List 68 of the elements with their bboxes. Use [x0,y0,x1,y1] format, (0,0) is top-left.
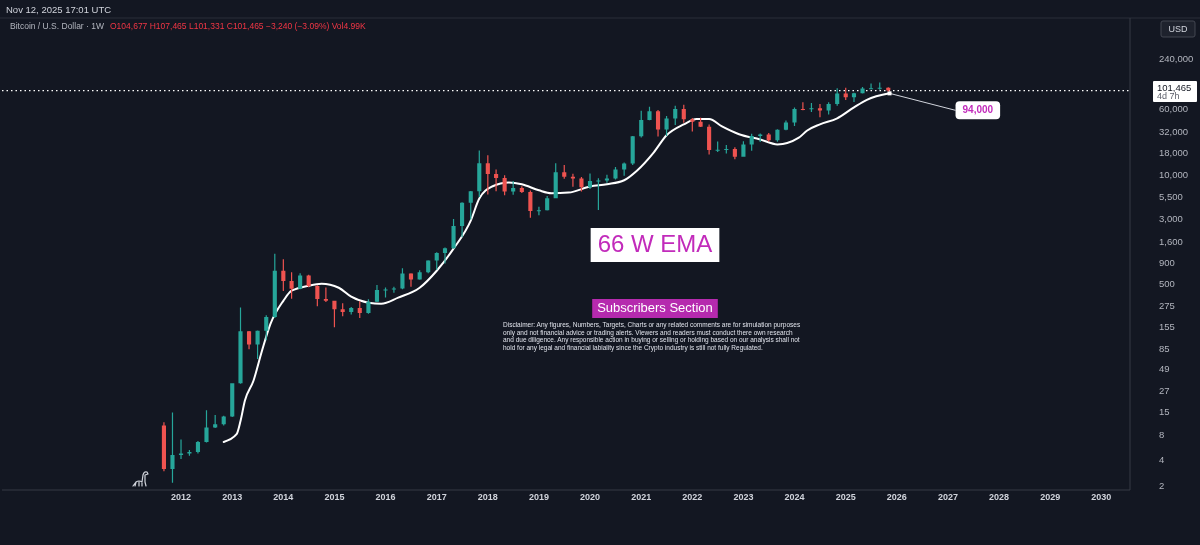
y-tick-label: 85 [1159,342,1170,354]
candlestick [366,299,371,314]
x-tick-label: 2016 [375,492,396,503]
candlestick [494,169,499,192]
y-tick-label: 500 [1159,278,1175,290]
y-tick-label: 155 [1159,320,1175,332]
y-tick-label: 4 [1159,454,1165,466]
text: 4d 7h [1157,91,1180,102]
y-tick-label: 49 [1159,362,1170,374]
y-tick-label: 2 [1159,479,1165,491]
y-tick-label: 275 [1159,299,1175,311]
y-tick-label: 240,000 [1159,52,1194,64]
x-tick-label: 2019 [528,492,549,503]
annotation: Subscribers Section [597,300,713,316]
ref-line-label: 101,465 [1157,81,1192,93]
y-tick-label: 900 [1159,256,1175,268]
candlestick [178,439,184,460]
candlestick [792,107,797,126]
x-tick-label: 2014 [273,492,294,503]
x-tick-label: 2029 [1040,492,1061,503]
y-tick-label: 10,000 [1159,168,1189,180]
y-tick-label: 60,000 [1159,103,1189,115]
candlestick [570,173,575,187]
y-tick-label: 3,000 [1159,212,1183,224]
x-tick-label: 2030 [1091,492,1112,503]
text: Nov 12, 2025 17:01 UTC [6,3,112,15]
x-tick-label: 2025 [835,492,856,503]
candlestick [587,173,593,189]
x-tick-label: 2018 [477,492,498,503]
y-tick-label: 15 [1159,406,1170,418]
candlestick [408,273,414,287]
candlestick [451,219,456,249]
x-tick-label: 2017 [426,492,447,503]
x-tick-label: 2015 [324,492,345,503]
x-tick-label: 2020 [579,492,601,503]
y-tick-label: 1,600 [1159,235,1183,247]
candlestick [400,268,405,290]
candlestick [204,410,209,443]
x-tick-label: 2021 [631,492,652,503]
x-tick-label: 2022 [682,492,703,503]
candlestick [536,206,541,216]
annotation: 66 W EMA [597,230,713,258]
candlestick [604,174,610,183]
candlestick [647,106,652,121]
candlestick [579,177,584,192]
chart-title: Bitcoin / U.S. Dollar · 1W [10,21,104,32]
y-tick-label: 8 [1159,429,1165,441]
y-tick-label: 32,000 [1159,126,1189,138]
candlestick [758,133,763,142]
candlestick [869,83,874,90]
annotation: 94,000 [962,103,994,115]
candlestick [391,286,396,293]
x-tick-label: 2023 [733,492,754,503]
x-tick-label: 2013 [222,492,243,503]
candlestick [851,92,857,102]
candlestick [442,247,448,264]
y-tick-label: 18,000 [1159,147,1189,159]
chart-subtitle: O104,677 H107,465 L101,331 C101,465 −3,240 (−3.09%) Vol4.99K [110,21,367,32]
candlestick [817,104,823,118]
x-tick-label: 2012 [171,492,192,503]
x-tick-label: 2024 [784,492,805,503]
x-tick-label: 2026 [886,492,907,503]
x-tick-label: 2028 [988,492,1010,503]
candlestick [238,307,243,384]
y-axis-title: USD [1168,23,1188,34]
y-tick-label: 5,500 [1159,190,1183,202]
y-tick-label: 27 [1159,384,1170,396]
x-tick-label: 2027 [937,492,958,503]
